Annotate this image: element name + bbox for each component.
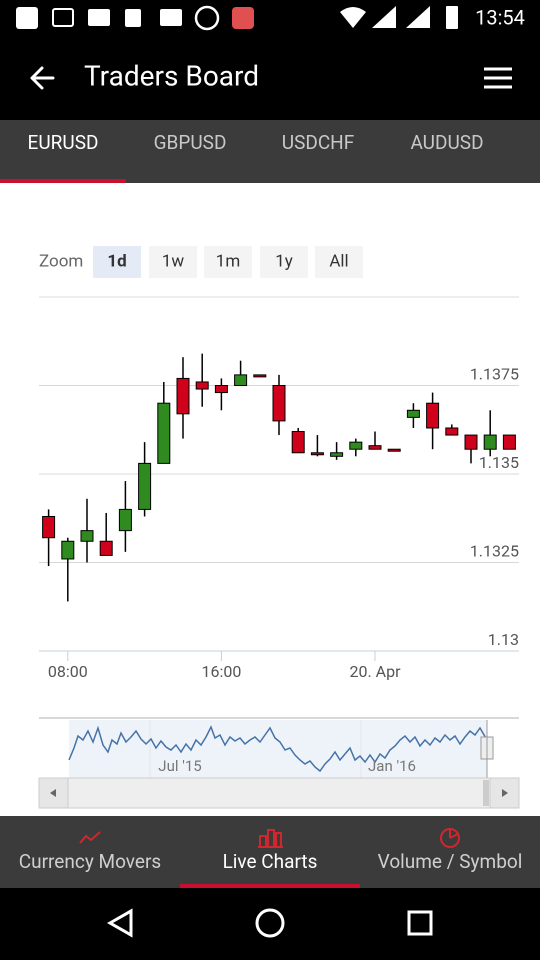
zoom-option[interactable]: 1y	[275, 251, 293, 271]
status-icons	[16, 5, 458, 31]
y-tick-label: 1.13	[488, 630, 519, 649]
candle-body	[464, 434, 478, 450]
candle-body	[234, 374, 248, 387]
tab-label[interactable]: GBPUSD	[154, 131, 227, 154]
y-tick-label: 1.1375	[470, 365, 519, 384]
zoom-option[interactable]: 1d	[107, 251, 126, 271]
candle-body	[176, 377, 190, 415]
content	[0, 183, 540, 816]
candle-body	[61, 540, 75, 560]
menu-button[interactable]	[484, 67, 512, 89]
candle-body	[483, 434, 497, 450]
navigator-area	[69, 720, 487, 778]
zoom-button[interactable]	[93, 246, 141, 278]
tab-label[interactable]: EURUSD	[28, 131, 99, 154]
status-bar	[0, 0, 540, 36]
app-bar	[0, 36, 540, 120]
candle-body	[310, 452, 324, 456]
candle-body	[138, 462, 152, 510]
system-nav	[0, 888, 540, 960]
candle-body	[253, 374, 267, 378]
zoom-option[interactable]: All	[329, 251, 348, 271]
zoom-button[interactable]	[204, 246, 252, 278]
scroll-thumb[interactable]	[483, 780, 489, 806]
app-title: Traders Board	[84, 59, 259, 92]
navigator	[38, 717, 520, 809]
bottom-nav-indicator	[180, 884, 360, 888]
bottom-nav-label[interactable]: Currency Movers	[19, 850, 161, 873]
zoom-option[interactable]: 1m	[216, 251, 240, 271]
tab-bar	[0, 120, 540, 183]
bottom-nav-icons	[79, 828, 460, 848]
back-button[interactable]	[30, 66, 55, 90]
tab-indicator	[0, 179, 126, 183]
x-tick-label: 20. Apr	[349, 662, 401, 681]
candle-body	[42, 515, 56, 539]
candle-body	[368, 445, 382, 450]
scrollbar	[38, 777, 520, 809]
candle-body	[118, 508, 132, 532]
candle-body	[445, 427, 459, 436]
y-tick-label: 1.1325	[470, 542, 519, 561]
navigator-label: Jul '15	[158, 757, 201, 775]
system-buttons[interactable]	[106, 908, 433, 938]
x-tick-label: 16:00	[201, 662, 241, 681]
zoom-button[interactable]	[149, 246, 197, 278]
zoom-button[interactable]	[260, 246, 308, 278]
candle-body	[195, 381, 209, 390]
candle-body	[387, 448, 401, 452]
zoom-option[interactable]: 1w	[162, 251, 185, 271]
y-tick-label: 1.135	[479, 453, 519, 472]
candle-body	[291, 431, 305, 454]
navigator-label: Jan '16	[368, 757, 416, 775]
candle-body	[330, 452, 344, 457]
candle-body	[502, 434, 516, 450]
candle-body	[426, 402, 440, 429]
tab-label[interactable]: USDCHF	[282, 131, 355, 154]
status-time: 13:54	[475, 5, 525, 29]
candle-body	[272, 385, 286, 422]
candle-body	[157, 402, 171, 464]
candle-body	[214, 385, 228, 394]
zoom-label: Zoom	[39, 251, 83, 271]
bottom-nav-label[interactable]: Live Charts	[223, 850, 318, 873]
candle-body	[99, 540, 113, 556]
x-tick-label: 08:00	[48, 662, 88, 681]
bottom-nav-label[interactable]: Volume / Symbol	[378, 850, 523, 873]
tab-label[interactable]: AUDUSD	[410, 131, 483, 154]
candle-body	[406, 409, 420, 418]
navigator-series	[68, 725, 488, 773]
candle-body	[80, 530, 94, 542]
zoom-button[interactable]	[315, 246, 363, 278]
candle-body	[349, 441, 363, 450]
